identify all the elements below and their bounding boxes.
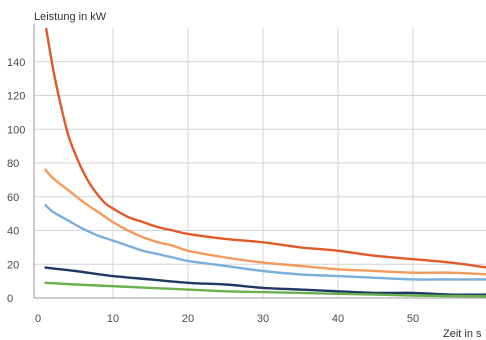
- x-tick-label: 0: [35, 313, 41, 325]
- y-tick-label: 0: [7, 293, 13, 305]
- x-tick-label: 30: [257, 313, 269, 325]
- series-lines: [46, 25, 486, 297]
- grid: [34, 28, 486, 298]
- x-tick-label: 10: [107, 313, 119, 325]
- y-tick-label: 100: [7, 124, 25, 136]
- y-tick-label: 80: [7, 158, 19, 170]
- y-tick-label: 40: [7, 226, 19, 238]
- series-line-1: [46, 25, 486, 268]
- y-tick-label: 120: [7, 91, 25, 103]
- y-tick-label: 60: [7, 192, 19, 204]
- y-axis-title: Leistung in kW: [34, 11, 107, 23]
- x-axis-title: Zeit in s: [443, 328, 482, 340]
- x-tick-label: 20: [182, 313, 194, 325]
- x-tick-label: 50: [407, 313, 419, 325]
- x-tick-label: 40: [332, 313, 344, 325]
- axes: [34, 24, 486, 298]
- y-tick-label: 140: [7, 57, 25, 69]
- y-tick-label: 20: [7, 259, 19, 271]
